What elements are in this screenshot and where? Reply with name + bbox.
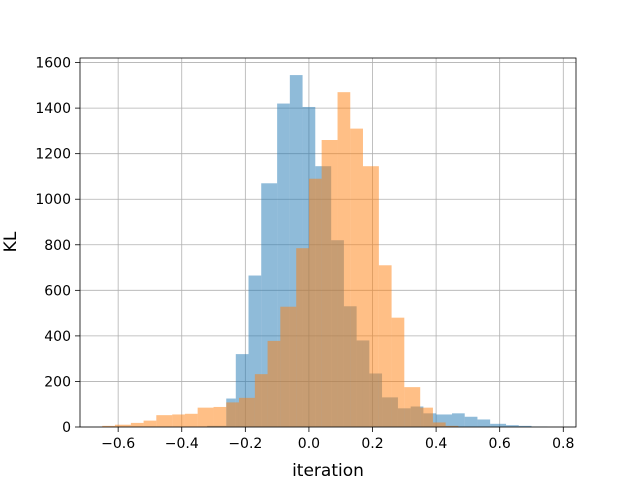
x-tick-label: 0.0 <box>298 436 320 452</box>
y-tick-label: 200 <box>44 374 71 390</box>
series-1-bar <box>477 419 491 427</box>
series-2-bar <box>362 166 379 427</box>
series-2-bar <box>391 317 405 427</box>
x-tick-label: −0.2 <box>228 436 262 452</box>
series-2-bar <box>143 420 157 427</box>
series-2-bar <box>130 422 144 427</box>
series-2-bar <box>308 178 322 427</box>
series-1-bar <box>518 425 532 427</box>
y-tick-label: 600 <box>44 283 71 299</box>
series-1-bar <box>490 423 507 427</box>
series-2-bar <box>156 415 173 427</box>
series-2-bar <box>267 340 281 427</box>
y-tick-label: 1200 <box>35 147 71 163</box>
y-tick-label: 800 <box>44 238 71 254</box>
series-1-bar <box>452 413 465 427</box>
series-2-bar <box>197 407 214 427</box>
histogram-bars <box>102 75 548 428</box>
series-2-bar <box>432 422 446 427</box>
series-2-bar <box>420 407 433 427</box>
x-tick-label: 0.2 <box>361 436 383 452</box>
y-tick-label: 1000 <box>35 192 71 208</box>
x-tick-label: 0.6 <box>489 436 511 452</box>
series-1-bar <box>464 416 478 427</box>
x-axis: −0.6 −0.4 −0.2 0.0 0.2 0.4 0.6 0.8 <box>101 427 574 452</box>
y-tick-label: 1400 <box>35 101 71 117</box>
series-2-bar <box>296 248 309 427</box>
series-2-bar <box>172 414 185 427</box>
x-tick-label: −0.6 <box>101 436 135 452</box>
x-tick-label: 0.4 <box>425 436 447 452</box>
series-2-bar <box>445 425 459 427</box>
x-tick-label: 0.8 <box>552 436 574 452</box>
series-2-bar <box>280 306 297 427</box>
series-2-bar <box>213 406 227 427</box>
series-2-bar <box>254 374 268 427</box>
y-tick-label: 0 <box>62 420 71 436</box>
x-axis-title: iteration <box>292 461 364 480</box>
series-2-bar <box>378 265 392 427</box>
x-tick-label: −0.4 <box>165 436 199 452</box>
y-axis-title: KL <box>1 231 21 252</box>
series-1-bar <box>506 425 519 427</box>
series-2-bar <box>184 413 198 427</box>
series-2-bar <box>102 425 115 427</box>
series-2-bar <box>114 424 131 427</box>
series-2-bar <box>238 397 255 427</box>
series-2-bar <box>404 387 421 427</box>
y-tick-label: 400 <box>44 329 71 345</box>
series-2-bar <box>321 140 338 427</box>
series-2-bar <box>350 128 363 427</box>
y-axis: 0 200 400 600 800 1000 1200 1400 1600 <box>35 56 80 436</box>
plot-frame <box>79 57 577 428</box>
y-tick-label: 1600 <box>35 56 71 72</box>
series-2-bar <box>226 402 239 427</box>
series-2 <box>102 92 459 428</box>
series-2-bar <box>337 92 351 428</box>
